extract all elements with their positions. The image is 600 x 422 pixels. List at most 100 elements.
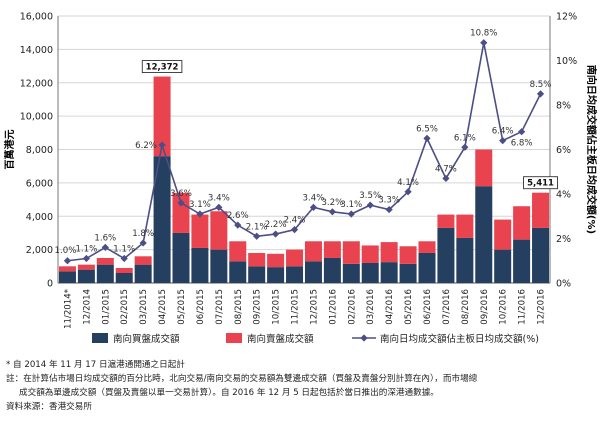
bar-sell: [77, 264, 95, 270]
ratio-label: 3.3%: [378, 196, 400, 206]
ratio-label: 1.0%: [55, 246, 77, 256]
bar-sell: [456, 214, 474, 238]
bar-buy: [494, 249, 512, 283]
bar-buy: [361, 262, 379, 283]
chart-notes: * 自 2014 年 11 月 17 日滬港通開通之日起計 註：在計算佔市場日均…: [6, 358, 596, 414]
bar-sell: [115, 267, 133, 273]
ratio-marker: [215, 203, 223, 211]
legend-swatch-sell: [226, 333, 242, 343]
ratio-marker: [328, 208, 336, 216]
x-tick-label: 12/2016: [537, 289, 547, 325]
bar-sell: [513, 206, 531, 240]
x-tick-label: 04/2015: [158, 289, 168, 325]
note-calculation: 註：在計算佔市場日均成交額的百分比時，北向交易/南向交易的交易額為雙邊成交額（買…: [6, 374, 478, 384]
callout-total: 12,372: [146, 63, 179, 73]
x-tick-label: 10/2015: [272, 289, 282, 325]
bar-sell: [494, 219, 512, 250]
x-tick-label: 12/2015: [309, 289, 319, 325]
ratio-marker: [309, 203, 318, 211]
ratio-marker: [82, 254, 90, 263]
bar-sell: [248, 252, 266, 267]
y-right-tick-label: 4%: [556, 190, 571, 201]
ratio-marker: [272, 230, 280, 238]
bar-sell: [96, 257, 114, 265]
ratio-marker: [442, 174, 450, 183]
ratio-label: 6.4%: [492, 127, 514, 137]
bar-buy: [153, 156, 171, 283]
x-tick-label: 08/2016: [461, 289, 471, 325]
y-left-tick-label: 16,000: [20, 12, 53, 23]
ratio-label: 8.5%: [530, 80, 552, 90]
x-tick-label: 09/2016: [480, 289, 490, 325]
x-tick-label: 09/2015: [253, 289, 263, 325]
ratio-marker: [101, 243, 109, 251]
ratio-label: 3.4%: [208, 193, 230, 203]
bar-sell: [399, 246, 417, 264]
ratio-label: 3.1%: [340, 200, 362, 210]
bar-buy: [267, 267, 285, 283]
note-calculation-cont: 成交額為單邊成交額（買盤及賣盤以單一交易計算）。自 2016 年 12 月 5 …: [19, 388, 439, 398]
ratio-label: 3.2%: [321, 198, 343, 208]
bar-buy: [437, 227, 455, 283]
legend-marker-ratio: [360, 334, 368, 342]
x-tick-label: 05/2015: [177, 289, 187, 325]
bar-sell: [191, 214, 209, 248]
bar-sell: [229, 241, 247, 262]
ratio-marker: [499, 137, 507, 145]
bar-buy: [475, 186, 493, 283]
axes: 0 2,000 4,000 6,000 8,000 10,000 12,000 14,000 1…: [3, 12, 598, 330]
ratio-line: [67, 42, 542, 262]
legend: 南向買盤成交額 南向賣盤成交額 南向日均成交額佔主板日均成交額(%): [92, 333, 539, 345]
bar-buy: [418, 252, 436, 283]
x-tick-label: 06/2016: [423, 289, 433, 325]
ratio-label: 6.1%: [454, 133, 476, 143]
y-left-tick-label: 14,000: [20, 45, 53, 56]
x-tick-label: 01/2015: [101, 289, 111, 325]
bar-sell: [286, 249, 304, 267]
ratio-label: 3.4%: [303, 193, 325, 203]
ratio-marker: [158, 141, 166, 149]
ratio-label: 3.5%: [359, 191, 381, 201]
bar-buy: [323, 257, 341, 283]
x-tick-label: 11/2014*: [63, 288, 73, 329]
bar-buy: [456, 237, 474, 283]
ratio-marker: [404, 188, 412, 196]
x-tick-label: 07/2015: [215, 289, 225, 325]
bar-sell: [437, 214, 455, 228]
x-tick-label: 11/2015: [291, 289, 301, 325]
legend-swatch-buy: [92, 333, 108, 343]
y-right-tick-label: 12%: [556, 12, 577, 23]
ratio-label: 3.6%: [170, 189, 192, 199]
y-left-tick-label: 12,000: [20, 78, 53, 89]
bar-sell: [532, 192, 550, 228]
ratio-marker: [480, 39, 488, 47]
ratio-marker: [423, 134, 431, 142]
ratio-marker: [139, 239, 147, 247]
bar-sell: [172, 192, 190, 233]
ratio-marker: [385, 205, 393, 214]
bar-buy: [286, 266, 304, 283]
ratio-label: 10.8%: [470, 29, 497, 39]
grid-lines: [58, 15, 550, 284]
ratio-marker: [253, 232, 261, 240]
legend-label-buy: 南向買盤成交額: [113, 333, 180, 345]
y-left-tick-label: 6,000: [26, 178, 53, 189]
ratio-label: 1.8%: [132, 229, 154, 239]
x-tick-label: 02/2015: [120, 289, 130, 325]
bar-sell: [342, 241, 360, 264]
bar-buy: [532, 227, 550, 283]
ratio-label: 6.2%: [135, 141, 157, 151]
legend-label-ratio: 南向日均成交額佔主板日均成交額(%): [380, 333, 539, 345]
ratio-marker: [536, 90, 545, 98]
bar-buy: [172, 232, 190, 283]
bar-buy: [304, 261, 322, 283]
y-left-tick-label: 2,000: [26, 245, 53, 256]
ratio-marker: [366, 201, 374, 209]
ratio-marker: [461, 143, 469, 151]
bar-buy: [342, 263, 360, 283]
trading-volume-chart: 0 2,000 4,000 6,000 8,000 10,000 12,000 14,000 1…: [3, 12, 598, 346]
bar-sell: [323, 241, 341, 258]
x-tick-label: 04/2016: [385, 289, 395, 325]
x-tick-label: 12/2014: [82, 289, 92, 325]
bar-buy: [58, 271, 76, 283]
